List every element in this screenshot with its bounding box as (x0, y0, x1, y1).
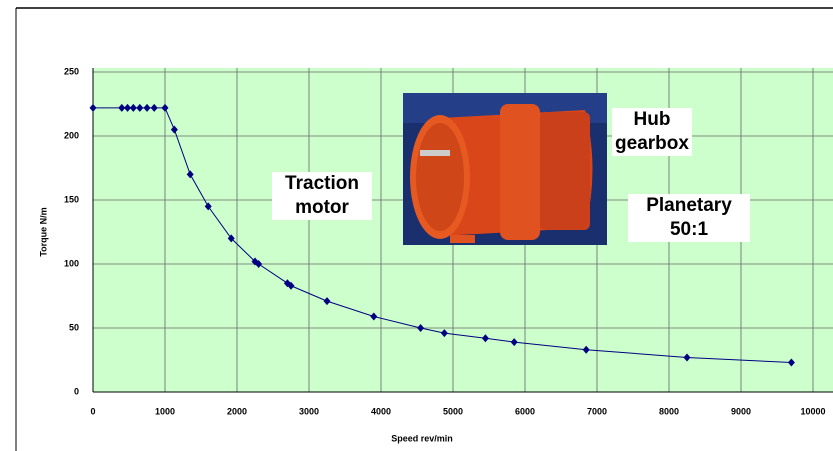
x-tick-label: 1000 (155, 406, 175, 416)
y-tick-label: 200 (64, 130, 79, 140)
annotation: Planetary 50:1 (628, 194, 750, 242)
x-tick-label: 0 (90, 406, 95, 416)
y-tick-label: 0 (74, 386, 79, 396)
y-tick-label: 50 (69, 322, 79, 332)
gearbox-image (403, 93, 607, 245)
x-tick-label: 8000 (659, 406, 679, 416)
x-tick-label: 7000 (587, 406, 607, 416)
page: 0 50 100 150 200 250 0 1000 2000 3000 4000 5000 6000… (0, 0, 833, 451)
x-tick-label: 3000 (299, 406, 319, 416)
x-tick-label: 4000 (371, 406, 391, 416)
y-tick-label: 250 (64, 66, 79, 76)
x-tick-label: 6000 (515, 406, 535, 416)
x-axis-label: Speed rev/min (391, 433, 453, 443)
annotation: Traction motor (272, 172, 372, 220)
y-axis-label: Torque N/m (38, 207, 48, 256)
x-tick-label: 10000 (800, 406, 825, 416)
x-tick-label: 2000 (227, 406, 247, 416)
x-tick-label: 5000 (443, 406, 463, 416)
annotation: Hub gearbox (612, 108, 692, 156)
y-tick-label: 150 (64, 194, 79, 204)
y-tick-label: 100 (64, 258, 79, 268)
x-tick-label: 9000 (731, 406, 751, 416)
